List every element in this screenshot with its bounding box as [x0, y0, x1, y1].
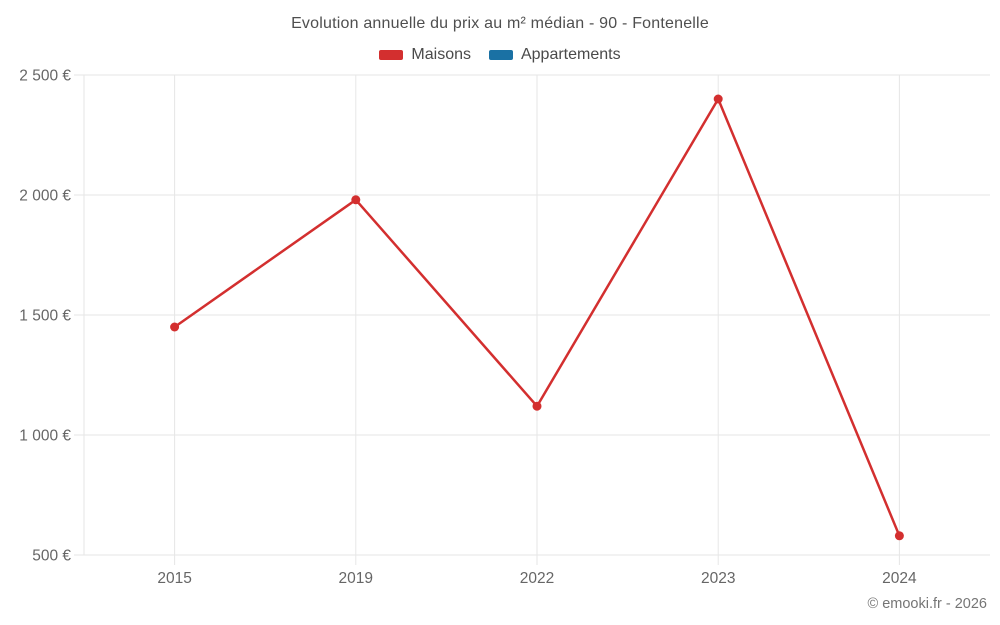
legend-item-maisons[interactable]: Maisons [379, 46, 471, 64]
y-tick-label: 1 500 € [19, 308, 71, 325]
y-tick-label: 500 € [32, 548, 71, 565]
copyright-text: © emooki.fr - 2026 [867, 596, 987, 612]
x-tick-label: 2024 [882, 570, 917, 587]
legend-item-appartements[interactable]: Appartements [488, 46, 621, 64]
chart-legend: Maisons Appartements [0, 46, 1000, 64]
x-tick-label: 2015 [157, 570, 191, 587]
data-point-maisons[interactable] [351, 195, 361, 205]
y-tick-label: 1 000 € [19, 428, 71, 445]
data-point-maisons[interactable] [894, 531, 904, 541]
chart-title: Evolution annuelle du prix au m² médian … [291, 15, 709, 32]
data-point-maisons[interactable] [532, 401, 542, 411]
legend-swatch-appartements [488, 50, 513, 60]
legend-label: Maisons [411, 46, 471, 63]
y-tick-label: 2 500 € [19, 68, 71, 85]
y-tick-label: 2 000 € [19, 188, 71, 205]
data-point-maisons[interactable] [170, 322, 180, 332]
data-point-maisons[interactable] [713, 94, 723, 104]
x-tick-label: 2019 [339, 570, 373, 587]
legend-swatch-maisons [379, 50, 404, 60]
legend-label: Appartements [520, 46, 621, 63]
x-tick-label: 2023 [701, 570, 735, 587]
x-tick-label: 2022 [520, 570, 554, 587]
